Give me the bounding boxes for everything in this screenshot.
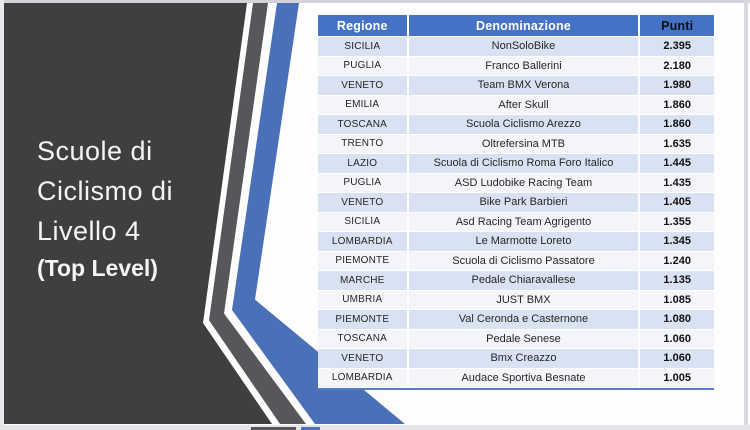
cell-punti: 1.345 [638, 232, 714, 251]
cell-punti: 1.405 [638, 193, 714, 212]
cell-regione: TOSCANA [337, 118, 388, 130]
cell-denominazione: ASD Ludobike Racing Team [406, 173, 639, 192]
table-row: PIEMONTE Scuola di Ciclismo Passatore 1.24… [318, 251, 714, 271]
cell-regione: PIEMONTE [335, 313, 390, 325]
cell-denominazione: Asd Racing Team Agrigento [406, 212, 639, 231]
cell-denominazione: Bike Park Barbieri [406, 193, 639, 212]
column-header-punti: Punti [638, 15, 714, 36]
cell-punti: 2.395 [638, 37, 714, 56]
cell-regione: VENETO [341, 196, 384, 208]
table-row: MARCHE Pedale Chiaravallese 1.135 [318, 271, 714, 291]
cell-regione: EMILIA [345, 99, 380, 111]
cell-regione: SICILIA [344, 40, 381, 52]
cell-punti: 1.435 [638, 173, 714, 192]
cell-regione: SICILIA [344, 216, 381, 228]
cell-regione: LOMBARDIA [331, 372, 393, 384]
cell-denominazione: Scuola Ciclismo Arezzo [406, 115, 639, 134]
cell-regione: VENETO [341, 352, 384, 364]
cell-punti: 1.060 [638, 349, 714, 368]
bottom-bar [0, 425, 750, 430]
cell-denominazione: Pedale Senese [406, 329, 639, 348]
cell-regione: MARCHE [340, 274, 385, 286]
table-row: EMILIA After Skull 1.860 [318, 95, 714, 115]
cell-punti: 1.355 [638, 212, 714, 231]
bottom-bar-blue-fragment [301, 427, 320, 430]
table-row: LAZIO Scuola di Ciclismo Roma Foro Italic… [318, 154, 714, 174]
slide-subtitle: (Top Level) [37, 255, 158, 281]
cell-denominazione: Franco Ballerini [406, 56, 639, 75]
table-row: LOMBARDIA Audace Sportiva Besnate 1.005 [318, 368, 714, 388]
cell-regione: PIEMONTE [335, 255, 390, 267]
table-row: LOMBARDIA Le Marmotte Loreto 1.345 [318, 232, 714, 252]
slide-title-line: Livello 4 [37, 216, 141, 246]
frame-right-border [744, 0, 748, 425]
cell-denominazione: JUST BMX [406, 290, 639, 309]
table-row: SICILIA Asd Racing Team Agrigento 1.355 [318, 212, 714, 232]
deco-gray-stripe [209, 3, 306, 424]
cell-denominazione: Val Ceronda e Casternone [406, 310, 639, 329]
table-row: TOSCANA Pedale Senese 1.060 [318, 329, 714, 349]
cell-denominazione: Bmx Creazzo [406, 349, 639, 368]
cell-denominazione: Scuola di Ciclismo Roma Foro Italico [406, 154, 639, 173]
cell-punti: 2.180 [638, 56, 714, 75]
cell-regione: PUGLIA [343, 60, 382, 72]
table-row: VENETO Team BMX Verona 1.980 [318, 76, 714, 96]
cell-punti: 1.860 [638, 95, 714, 114]
cell-regione: LOMBARDIA [331, 235, 393, 247]
deco-dark-panel [4, 3, 272, 424]
cell-regione: VENETO [341, 79, 384, 91]
table-row: TRENTO Oltrefersina MTB 1.635 [318, 134, 714, 154]
table-row: SICILIA NonSoloBike 2.395 [318, 37, 714, 57]
cell-punti: 1.980 [638, 76, 714, 95]
cell-regione: TRENTO [341, 138, 384, 150]
cell-denominazione: Audace Sportiva Besnate [406, 368, 639, 387]
ranking-table: Regione Denominazione Punti SICILIA NonSo… [318, 15, 714, 390]
table-row: TOSCANA Scuola Ciclismo Arezzo 1.860 [318, 115, 714, 135]
cell-regione: LAZIO [347, 157, 378, 169]
cell-punti: 1.860 [638, 115, 714, 134]
cell-punti: 1.445 [638, 154, 714, 173]
cell-punti: 1.240 [638, 251, 714, 270]
table-header-row: Regione Denominazione Punti [318, 15, 714, 37]
cell-punti: 1.060 [638, 329, 714, 348]
slide-title-line: Scuole di [37, 136, 153, 166]
cell-punti: 1.135 [638, 271, 714, 290]
cell-regione: TOSCANA [337, 333, 388, 345]
cell-denominazione: NonSoloBike [406, 37, 639, 56]
cell-punti: 1.080 [638, 310, 714, 329]
cell-denominazione: Le Marmotte Loreto [406, 232, 639, 251]
table-row: PUGLIA ASD Ludobike Racing Team 1.435 [318, 173, 714, 193]
cell-denominazione: Scuola di Ciclismo Passatore [406, 251, 639, 270]
cell-denominazione: Pedale Chiaravallese [406, 271, 639, 290]
cell-denominazione: Oltrefersina MTB [406, 134, 639, 153]
cell-denominazione: After Skull [406, 95, 639, 114]
column-header-denominazione: Denominazione [406, 15, 639, 36]
deco-blue-stripe [232, 3, 405, 424]
slide-title: Scuole di Ciclismo di Livello 4 (Top Lev… [37, 131, 257, 285]
column-header-regione: Regione [336, 18, 388, 33]
slide-title-line: Ciclismo di [37, 176, 174, 206]
frame-top-border [0, 0, 750, 3]
table-row: PIEMONTE Val Ceronda e Casternone 1.080 [318, 310, 714, 330]
cell-regione: UMBRIA [342, 294, 383, 306]
table-row: UMBRIA JUST BMX 1.085 [318, 290, 714, 310]
bottom-bar-gray-fragment [251, 427, 296, 430]
cell-punti: 1.005 [638, 368, 714, 387]
cell-punti: 1.635 [638, 134, 714, 153]
cell-punti: 1.085 [638, 290, 714, 309]
cell-denominazione: Team BMX Verona [406, 76, 639, 95]
table-body: SICILIA NonSoloBike 2.395 PUGLIA Franco Ball… [318, 37, 714, 388]
frame-left-border [0, 0, 4, 425]
table-row: PUGLIA Franco Ballerini 2.180 [318, 56, 714, 76]
table-row: VENETO Bmx Creazzo 1.060 [318, 349, 714, 369]
cell-regione: PUGLIA [343, 177, 382, 189]
table-row: VENETO Bike Park Barbieri 1.405 [318, 193, 714, 213]
